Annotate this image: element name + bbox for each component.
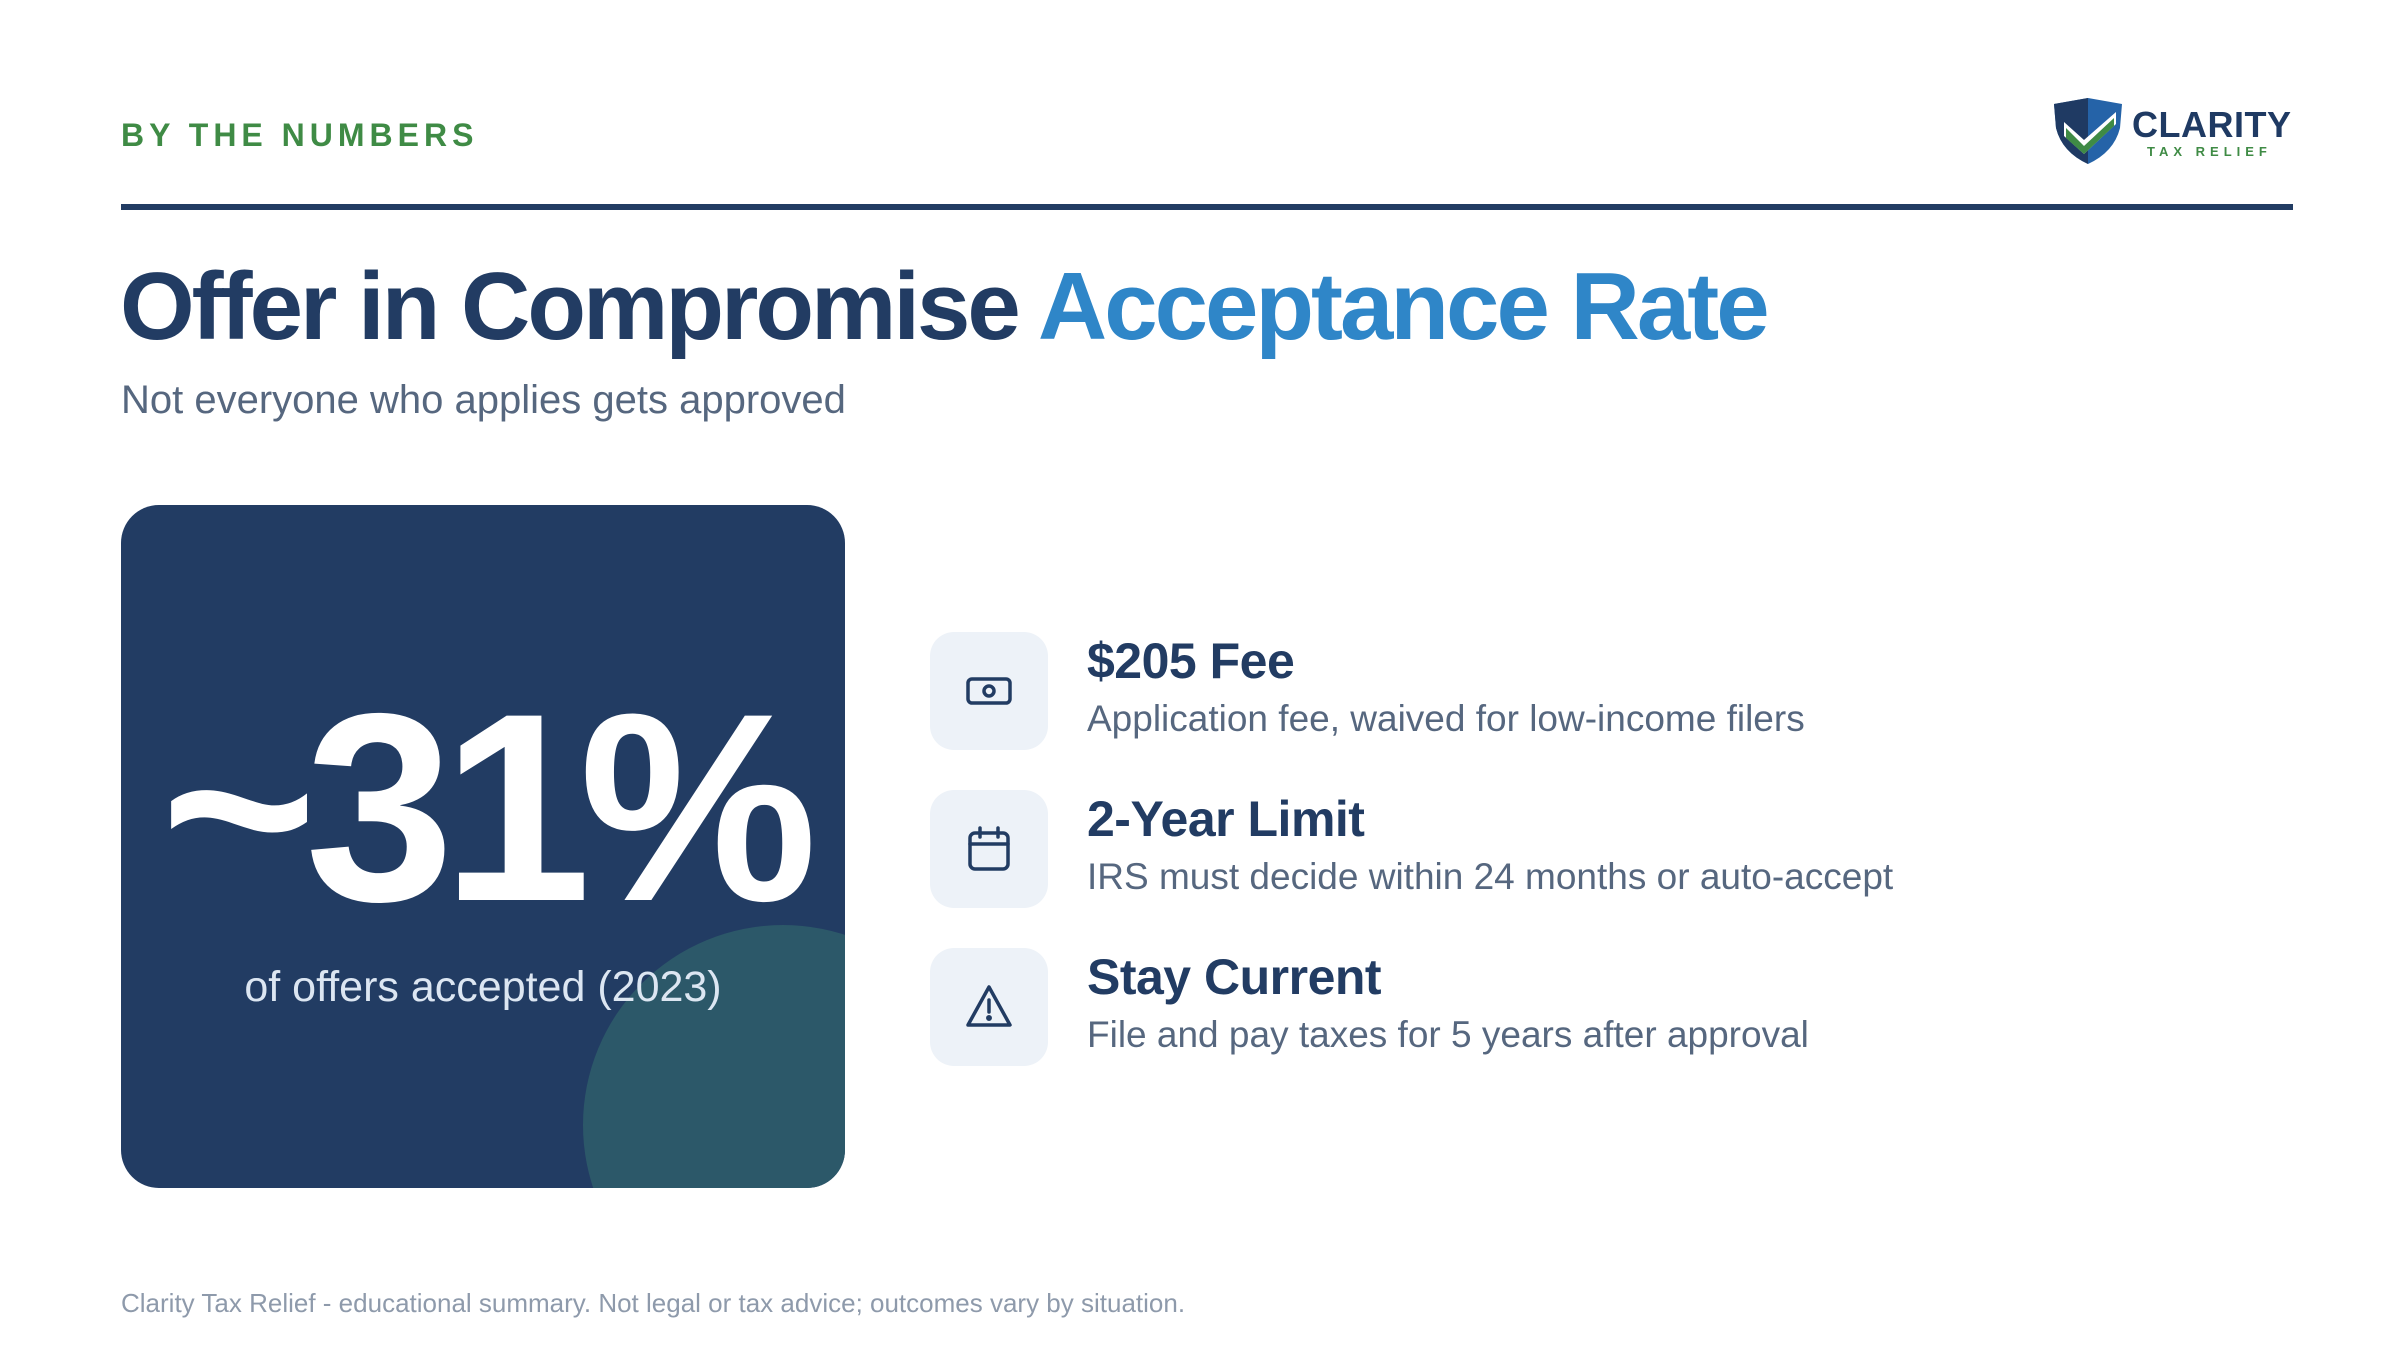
- page-subtitle: Not everyone who applies gets approved: [121, 378, 846, 422]
- feature-item-time-limit: 2-Year Limit IRS must decide within 24 m…: [930, 790, 2230, 910]
- stat-caption: of offers accepted (2023): [244, 963, 722, 1011]
- eyebrow-label: BY THE NUMBERS: [121, 117, 479, 153]
- feature-description: IRS must decide within 24 months or auto…: [1087, 856, 1894, 897]
- stat-card: ~31% of offers accepted (2023): [121, 505, 845, 1188]
- shield-logo-icon: [2054, 98, 2122, 164]
- logo-name: CLARITY: [2132, 104, 2292, 145]
- feature-title: 2-Year Limit: [1087, 791, 1365, 847]
- feature-title: $205 Fee: [1087, 633, 1295, 689]
- company-logo: CLARITY TAX RELIEF: [2050, 96, 2300, 168]
- feature-item-stay-current: Stay Current File and pay taxes for 5 ye…: [930, 948, 2230, 1068]
- warning-icon: [930, 948, 1048, 1066]
- title-accent: Acceptance Rate: [1037, 253, 1770, 360]
- feature-description: File and pay taxes for 5 years after app…: [1087, 1014, 1809, 1055]
- footer-disclaimer: Clarity Tax Relief - educational summary…: [121, 1288, 1186, 1318]
- calendar-icon: [930, 790, 1048, 908]
- money-icon: [930, 632, 1048, 750]
- feature-item-fee: $205 Fee Application fee, waived for low…: [930, 632, 2230, 752]
- stat-value: ~31%: [160, 657, 818, 957]
- title-main: Offer in Compromise: [120, 253, 1021, 360]
- header-divider: [121, 204, 2293, 210]
- feature-description: Application fee, waived for low-income f…: [1087, 698, 1805, 739]
- logo-subtitle: TAX RELIEF: [2147, 144, 2272, 159]
- feature-title: Stay Current: [1087, 949, 1382, 1005]
- page-title: Offer in Compromise Acceptance Rate: [120, 252, 1770, 362]
